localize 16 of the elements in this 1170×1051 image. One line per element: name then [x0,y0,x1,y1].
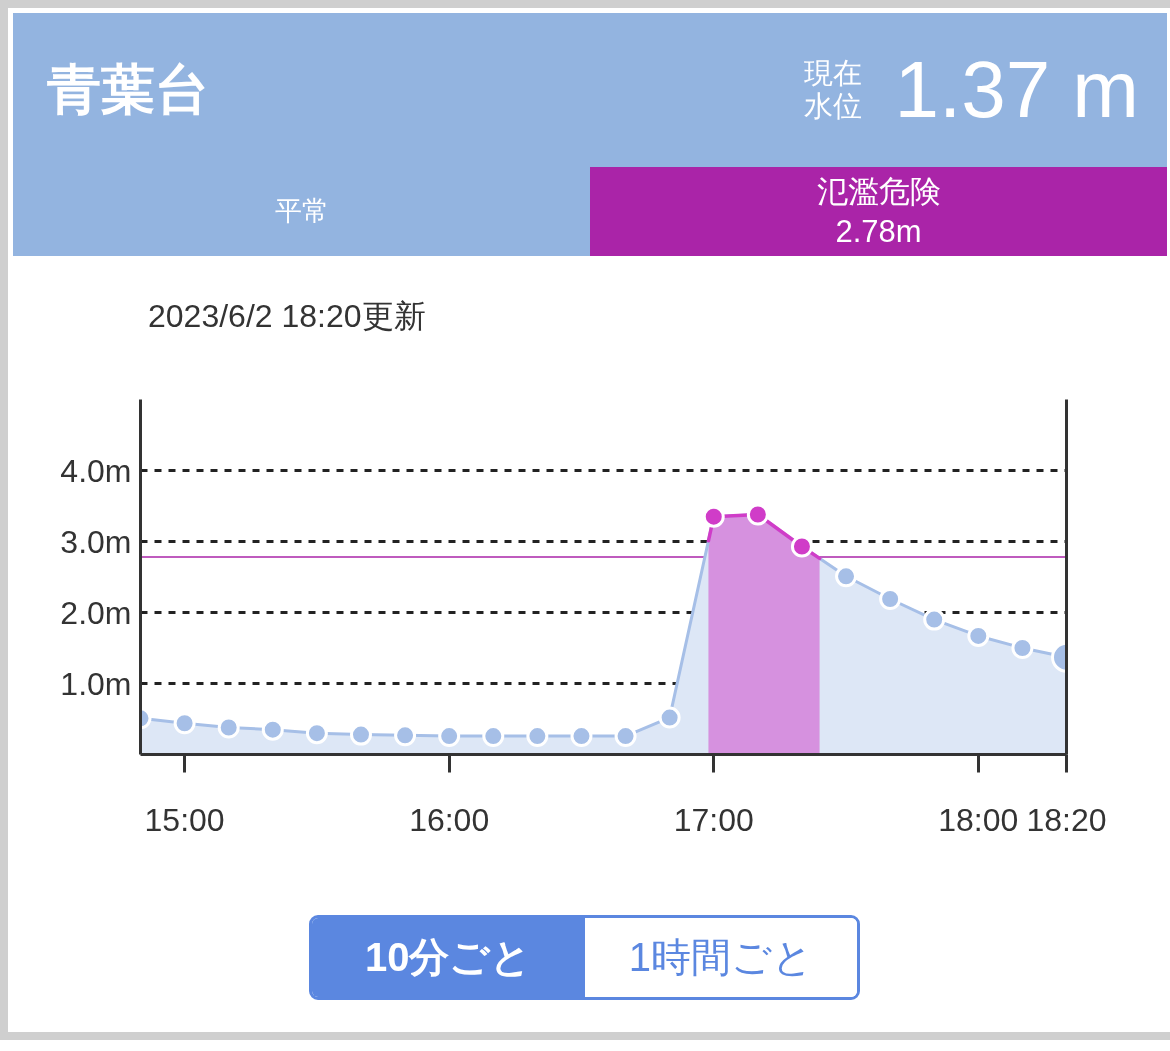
x-tick-label: 15:00 [144,801,225,838]
x-tick-label: 16:00 [409,801,490,838]
y-tick-label: 2.0m [60,594,132,631]
chart-title: 青葉台 [47,58,210,122]
y-tick-label: 4.0m [60,452,132,489]
x-tick-label: 17:00 [673,801,754,838]
x-tick-label: 18:20 [1026,801,1107,838]
chart-subtitle: 2023/6/2 18:20更新 [148,297,426,336]
text: 1.37 m [894,45,1139,135]
button: 10分ごと [312,918,585,997]
x-tick-label: 18:00 [938,801,1019,838]
y-tick-label: 3.0m [60,523,132,560]
text: 氾濫危険 2.78m [815,172,942,251]
text: 現在水位 [804,57,864,123]
y-tick-label: 1.0m [60,665,132,702]
text: 平常 [273,195,330,229]
